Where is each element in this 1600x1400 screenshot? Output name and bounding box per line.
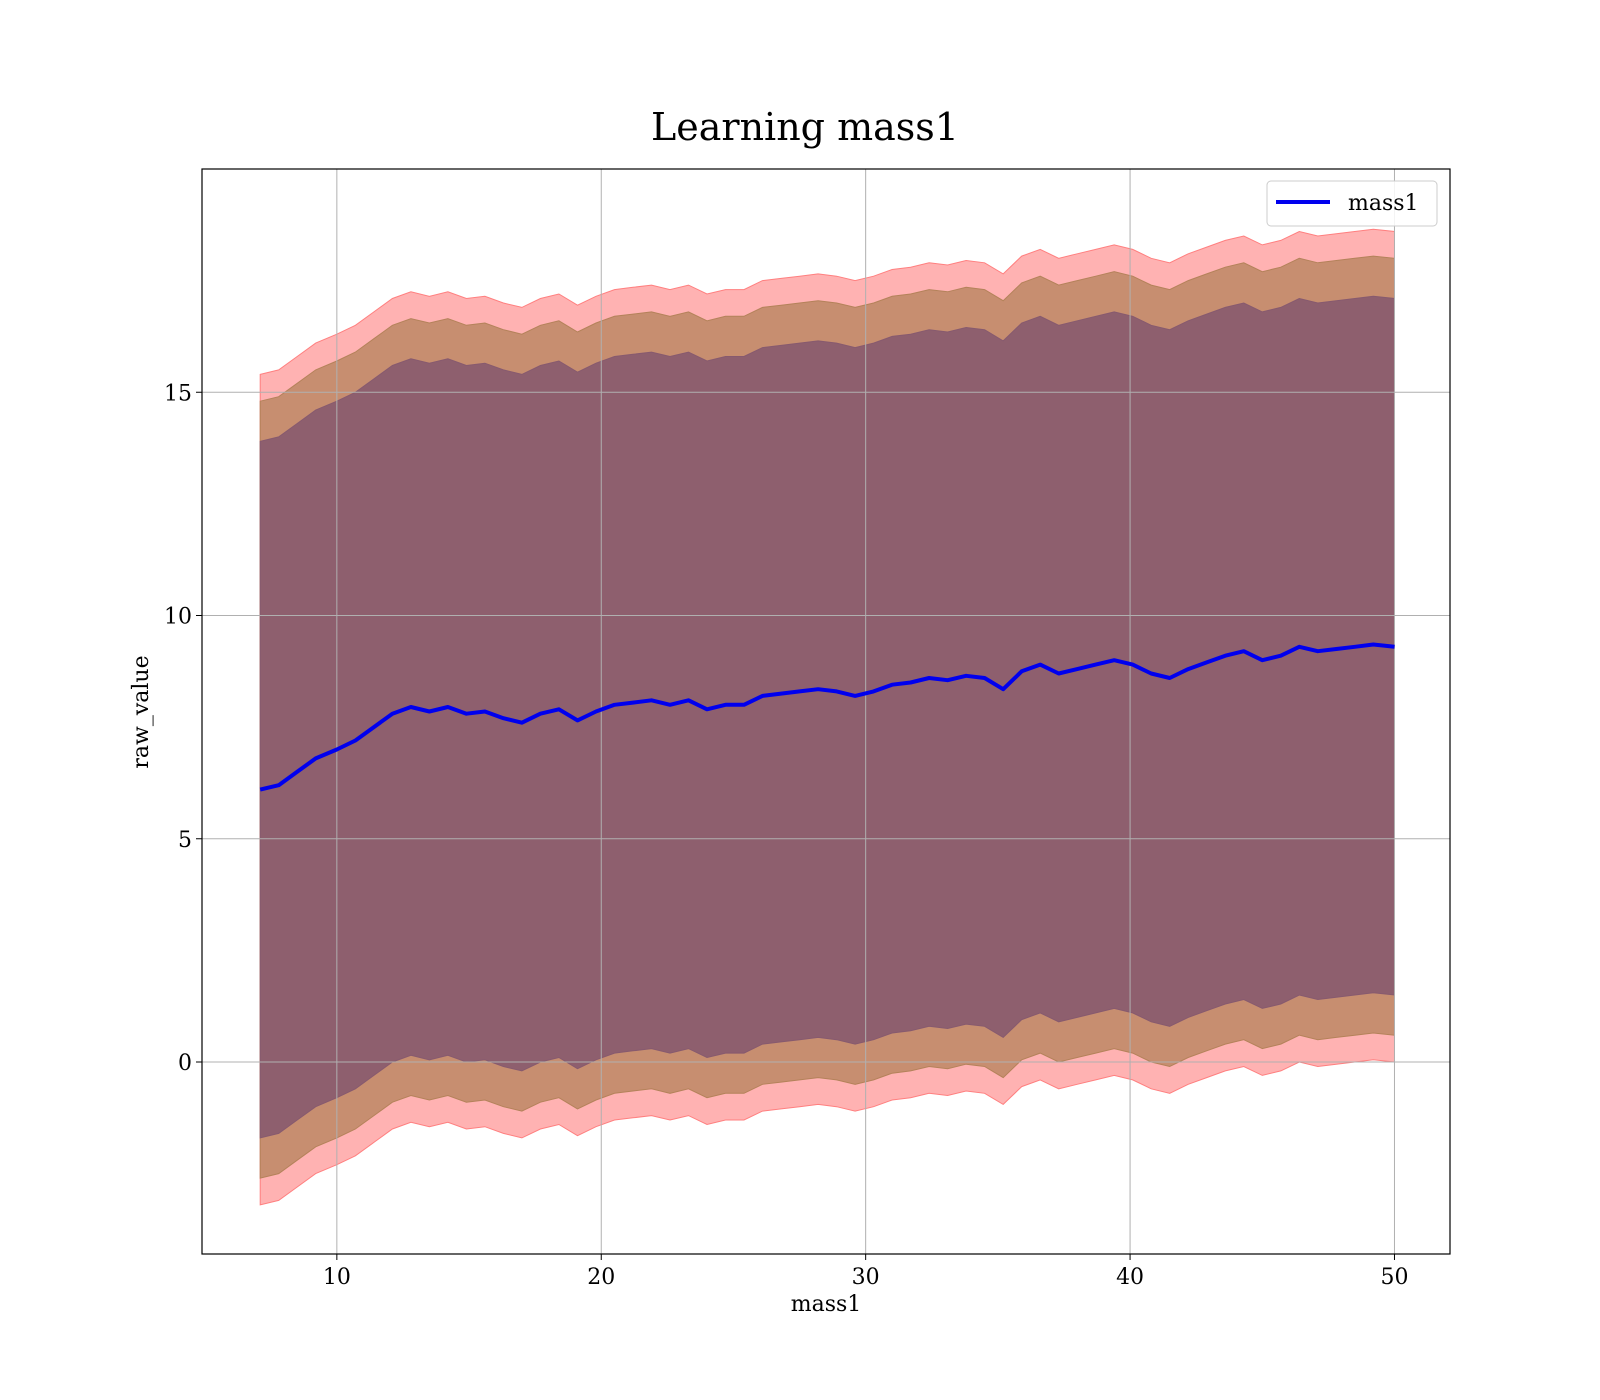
y-axis-ticks: 0 5 10 15 <box>164 381 202 1076</box>
series-lines <box>259 642 1395 792</box>
x-tick-label: 50 <box>1380 1265 1408 1290</box>
legend: mass1 <box>1266 180 1438 227</box>
x-tick-label: 30 <box>852 1265 880 1290</box>
chart-title: Learning mass1 <box>651 105 959 149</box>
x-axis-ticks: 10 20 30 40 50 <box>323 1254 1408 1290</box>
x-tick-label: 40 <box>1116 1265 1144 1290</box>
legend-label-mass1: mass1 <box>1348 191 1419 216</box>
y-tick-label: 15 <box>164 381 192 406</box>
y-tick-label: 0 <box>178 1051 192 1076</box>
legend-box <box>1266 180 1438 227</box>
x-tick-label: 10 <box>323 1265 351 1290</box>
plot-area <box>201 168 1451 1255</box>
x-tick-label: 20 <box>587 1265 615 1290</box>
confidence-bands <box>259 228 1395 1206</box>
series-line-mass1 <box>259 642 1395 792</box>
y-tick-label: 10 <box>164 605 192 630</box>
x-axis-label: mass1 <box>791 1292 862 1317</box>
grid-lines <box>202 169 1450 1254</box>
y-tick-label: 5 <box>178 828 192 853</box>
plot-frame <box>201 168 1451 1255</box>
y-axis-label: raw_value <box>129 655 154 768</box>
